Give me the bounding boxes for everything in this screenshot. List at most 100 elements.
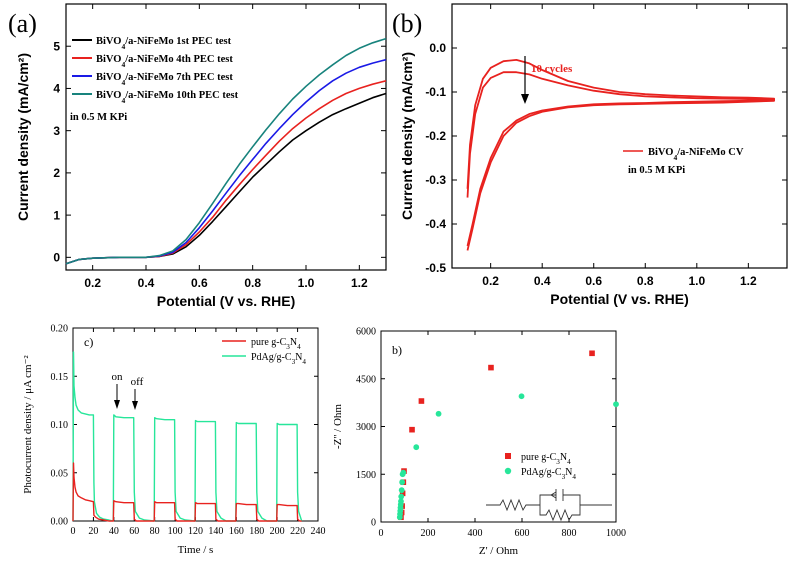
x-axis-label: Potential (V vs. RHE)	[157, 293, 295, 309]
y-tick-label: -0.3	[425, 173, 446, 187]
panel-label: (b)	[392, 9, 422, 38]
plot-frame	[65, 3, 387, 271]
data-point-circle	[398, 493, 405, 500]
y-tick-label: 6000	[356, 327, 376, 338]
x-tick-label: 0.2	[482, 274, 499, 288]
cv-cycle-line	[466, 71, 775, 247]
x-tick-label: 0.2	[84, 276, 101, 290]
x-tick-label: 0	[379, 528, 384, 539]
y-tick-label: 5	[53, 39, 60, 53]
y-tick-label: 3	[53, 124, 60, 138]
cycle-arrow-head	[521, 94, 529, 104]
series-line	[65, 37, 387, 265]
x-axis-label: Z' / Ohm	[479, 545, 519, 557]
data-point-square	[488, 364, 494, 371]
y-axis-label: Current density (mA/cm²)	[15, 53, 31, 221]
x-tick-label: 40	[109, 526, 119, 537]
x-tick-label: 1.2	[740, 274, 757, 288]
x-tick-label: 20	[88, 526, 98, 537]
legend-label: PdAg/g-C3N4	[251, 352, 306, 366]
legend-marker-circle	[504, 467, 512, 475]
x-tick-label: 1.0	[688, 274, 705, 288]
data-point-circle	[400, 469, 407, 476]
x-tick-label: 100	[168, 526, 183, 537]
y-tick-label: 0	[371, 518, 376, 529]
x-tick-label: 0.8	[637, 274, 654, 288]
x-tick-label: 180	[249, 526, 264, 537]
x-tick-label: 1.2	[351, 276, 368, 290]
equivalent-circuit-icon	[486, 489, 612, 522]
x-tick-label: 60	[129, 526, 139, 537]
legend-marker-square	[505, 453, 511, 459]
series-line	[72, 462, 302, 522]
circuit-cpe-mark	[550, 491, 557, 499]
legend-label: BiVO4/a-NiFeMo 4th PEC test	[96, 54, 233, 69]
circuit-resistor-parallel	[539, 504, 612, 522]
y-tick-label: 0.10	[51, 420, 69, 431]
x-tick-label: 140	[208, 526, 223, 537]
x-tick-label: 0	[71, 526, 76, 537]
legend-label: pure g-C3N4	[251, 337, 301, 351]
y-tick-label: 0.15	[51, 372, 69, 383]
x-tick-label: 160	[229, 526, 244, 537]
panel-label: b)	[392, 343, 402, 357]
x-tick-label: 0.8	[244, 276, 261, 290]
panel-b: 0.2 0.4 0.6 0.8 1.0 1.2 0.0 -0.1 -0.2 -0.3 -0.4 -0.…	[392, 3, 788, 307]
x-tick-label: 120	[188, 526, 203, 537]
x-tick-label: 600	[515, 528, 530, 539]
x-tick-label: 0.6	[585, 274, 602, 288]
y-tick-label: 0.05	[51, 468, 69, 479]
legend-label: BiVO4/a-NiFeMo 10th PEC test	[96, 90, 239, 105]
y-tick-label: 0	[53, 251, 60, 265]
legend-label: PdAg/g-C3N4	[521, 467, 576, 481]
y-axis-label: Photocurrent density / μA cm⁻²	[22, 355, 34, 494]
data-point-square	[418, 398, 425, 404]
legend-label: BiVO4/a-NiFeMo 1st PEC test	[96, 36, 232, 51]
series-line	[72, 351, 303, 522]
x-tick-label: 80	[150, 526, 160, 537]
x-tick-label: 200	[421, 528, 436, 539]
y-tick-label: 1	[53, 208, 60, 222]
panel-c: 0 20 40 60 80 100 120 140 160 180 200 220 240 0.00 0.0…	[22, 324, 326, 557]
y-axis-label: -Z'' / Ohm	[332, 404, 344, 449]
x-tick-label: 220	[290, 526, 305, 537]
x-tick-label: 240	[311, 526, 326, 537]
y-axis-label: Current density (mA/cm²)	[399, 52, 415, 220]
plot-frame	[380, 330, 617, 523]
y-tick-label: 1500	[356, 470, 376, 481]
off-arrow-head	[132, 401, 138, 410]
series-line	[65, 80, 387, 265]
cv-cycle-line	[466, 59, 775, 251]
x-tick-label: 0.4	[138, 276, 155, 290]
on-annotation: on	[112, 371, 124, 383]
x-tick-label: 800	[562, 528, 577, 539]
on-arrow-head	[114, 400, 120, 409]
x-axis-label: Time / s	[178, 544, 214, 556]
legend-label: BiVO4/a-NiFeMo CV	[648, 147, 744, 162]
cycle-annotation: 10 cycles	[531, 63, 573, 75]
legend-label: pure g-C3N4	[521, 452, 571, 466]
y-tick-label: 0.20	[51, 324, 69, 335]
panel-label: c)	[84, 335, 93, 349]
data-point-circle	[398, 498, 404, 505]
data-point-circle	[398, 487, 405, 494]
note-text: in 0.5 M KPi	[70, 112, 127, 123]
y-tick-label: 2	[53, 166, 60, 180]
data-point-circle	[613, 401, 619, 408]
y-tick-label: 4500	[356, 374, 376, 385]
y-tick-label: 0.00	[51, 517, 69, 528]
y-tick-label: -0.4	[425, 217, 446, 231]
x-tick-label: 1.0	[298, 276, 315, 290]
data-point-square	[399, 490, 406, 497]
panel-label: (a)	[8, 9, 37, 38]
y-tick-label: -0.1	[425, 85, 446, 99]
y-tick-label: -0.2	[425, 129, 446, 143]
x-axis-label: Potential (V vs. RHE)	[550, 291, 688, 307]
data-point-circle	[518, 393, 525, 400]
y-tick-label: 0.0	[429, 41, 446, 55]
panel-a: 0.2 0.4 0.6 0.8 1.0 1.2 0 1 2 3 4 5 Potential (V vs.…	[8, 3, 387, 309]
x-tick-label: 1000	[606, 528, 626, 539]
y-tick-label: -0.5	[425, 261, 446, 275]
data-point-circle	[413, 444, 420, 451]
